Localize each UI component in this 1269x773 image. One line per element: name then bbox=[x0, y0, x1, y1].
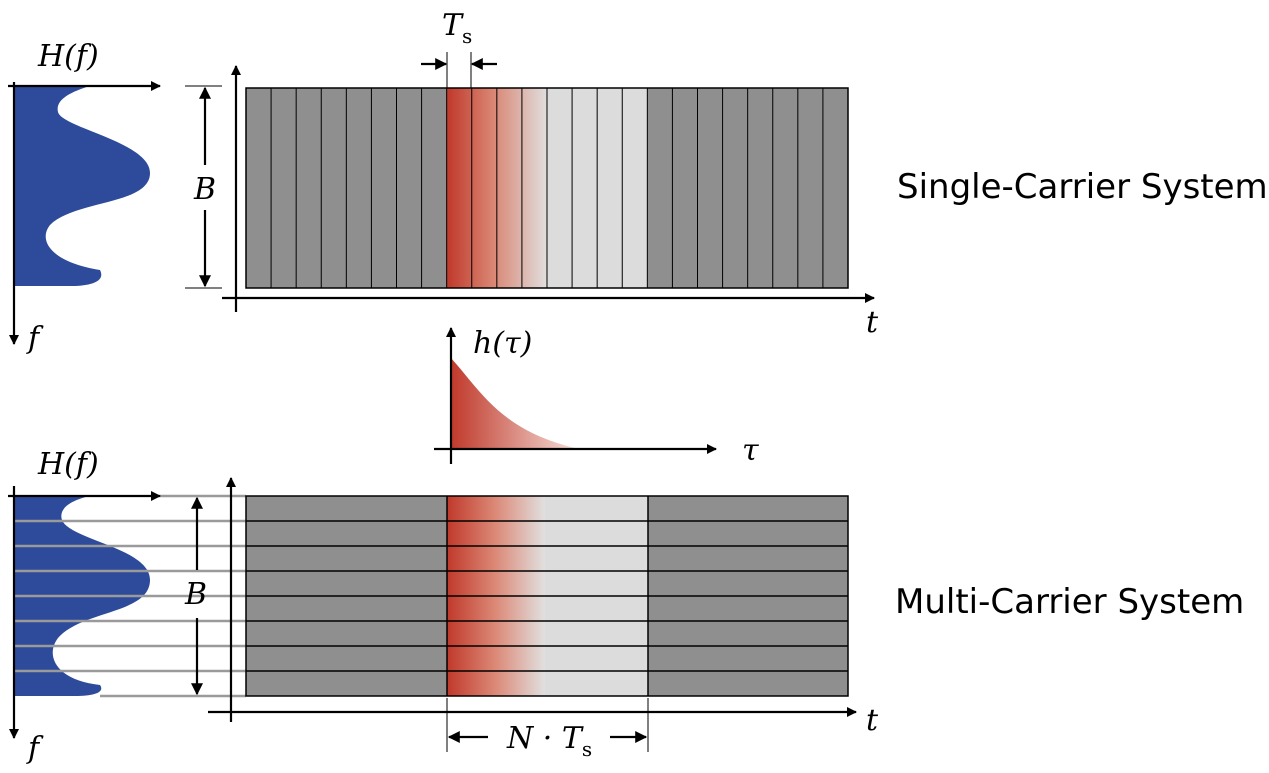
multi-freq-axis-label: f bbox=[26, 731, 44, 766]
single-symbol-frame bbox=[245, 87, 849, 289]
multi-bandwidth-label: B bbox=[184, 577, 207, 612]
impulse-response-panel: h(τ) τ bbox=[434, 326, 759, 468]
multi-spectrum-label: H(f) bbox=[37, 447, 99, 482]
single-carrier-panel: H(f) f B t Ts Single-Carrier System bbox=[8, 8, 1268, 356]
single-time-axis-label: t bbox=[866, 305, 879, 340]
single-isi-smear bbox=[447, 88, 548, 288]
multi-symbol-duration-label: N · Ts bbox=[506, 721, 592, 761]
impulse-axis-label: τ bbox=[742, 433, 759, 468]
multi-carrier-panel: H(f) f B t N · Ts Multi-Carrier System bbox=[8, 447, 1244, 766]
impulse-response-label: h(τ) bbox=[473, 326, 532, 361]
single-bandwidth-label: B bbox=[193, 172, 216, 207]
multi-block-frame bbox=[245, 495, 849, 697]
single-symbol-stream bbox=[245, 87, 849, 289]
subcarrier-guide-lines bbox=[15, 494, 246, 698]
multi-time-axis-label: t bbox=[866, 703, 879, 738]
symbol-period-label: Ts bbox=[442, 8, 472, 48]
single-carrier-title: Single-Carrier System bbox=[897, 167, 1268, 207]
multi-carrier-title: Multi-Carrier System bbox=[895, 582, 1244, 622]
multi-carrier-blocks bbox=[245, 495, 849, 697]
single-spectrum-label: H(f) bbox=[37, 39, 99, 74]
impulse-response-curve bbox=[451, 358, 575, 448]
single-spectrum-shape bbox=[15, 86, 150, 286]
single-freq-axis-label: f bbox=[26, 321, 44, 356]
